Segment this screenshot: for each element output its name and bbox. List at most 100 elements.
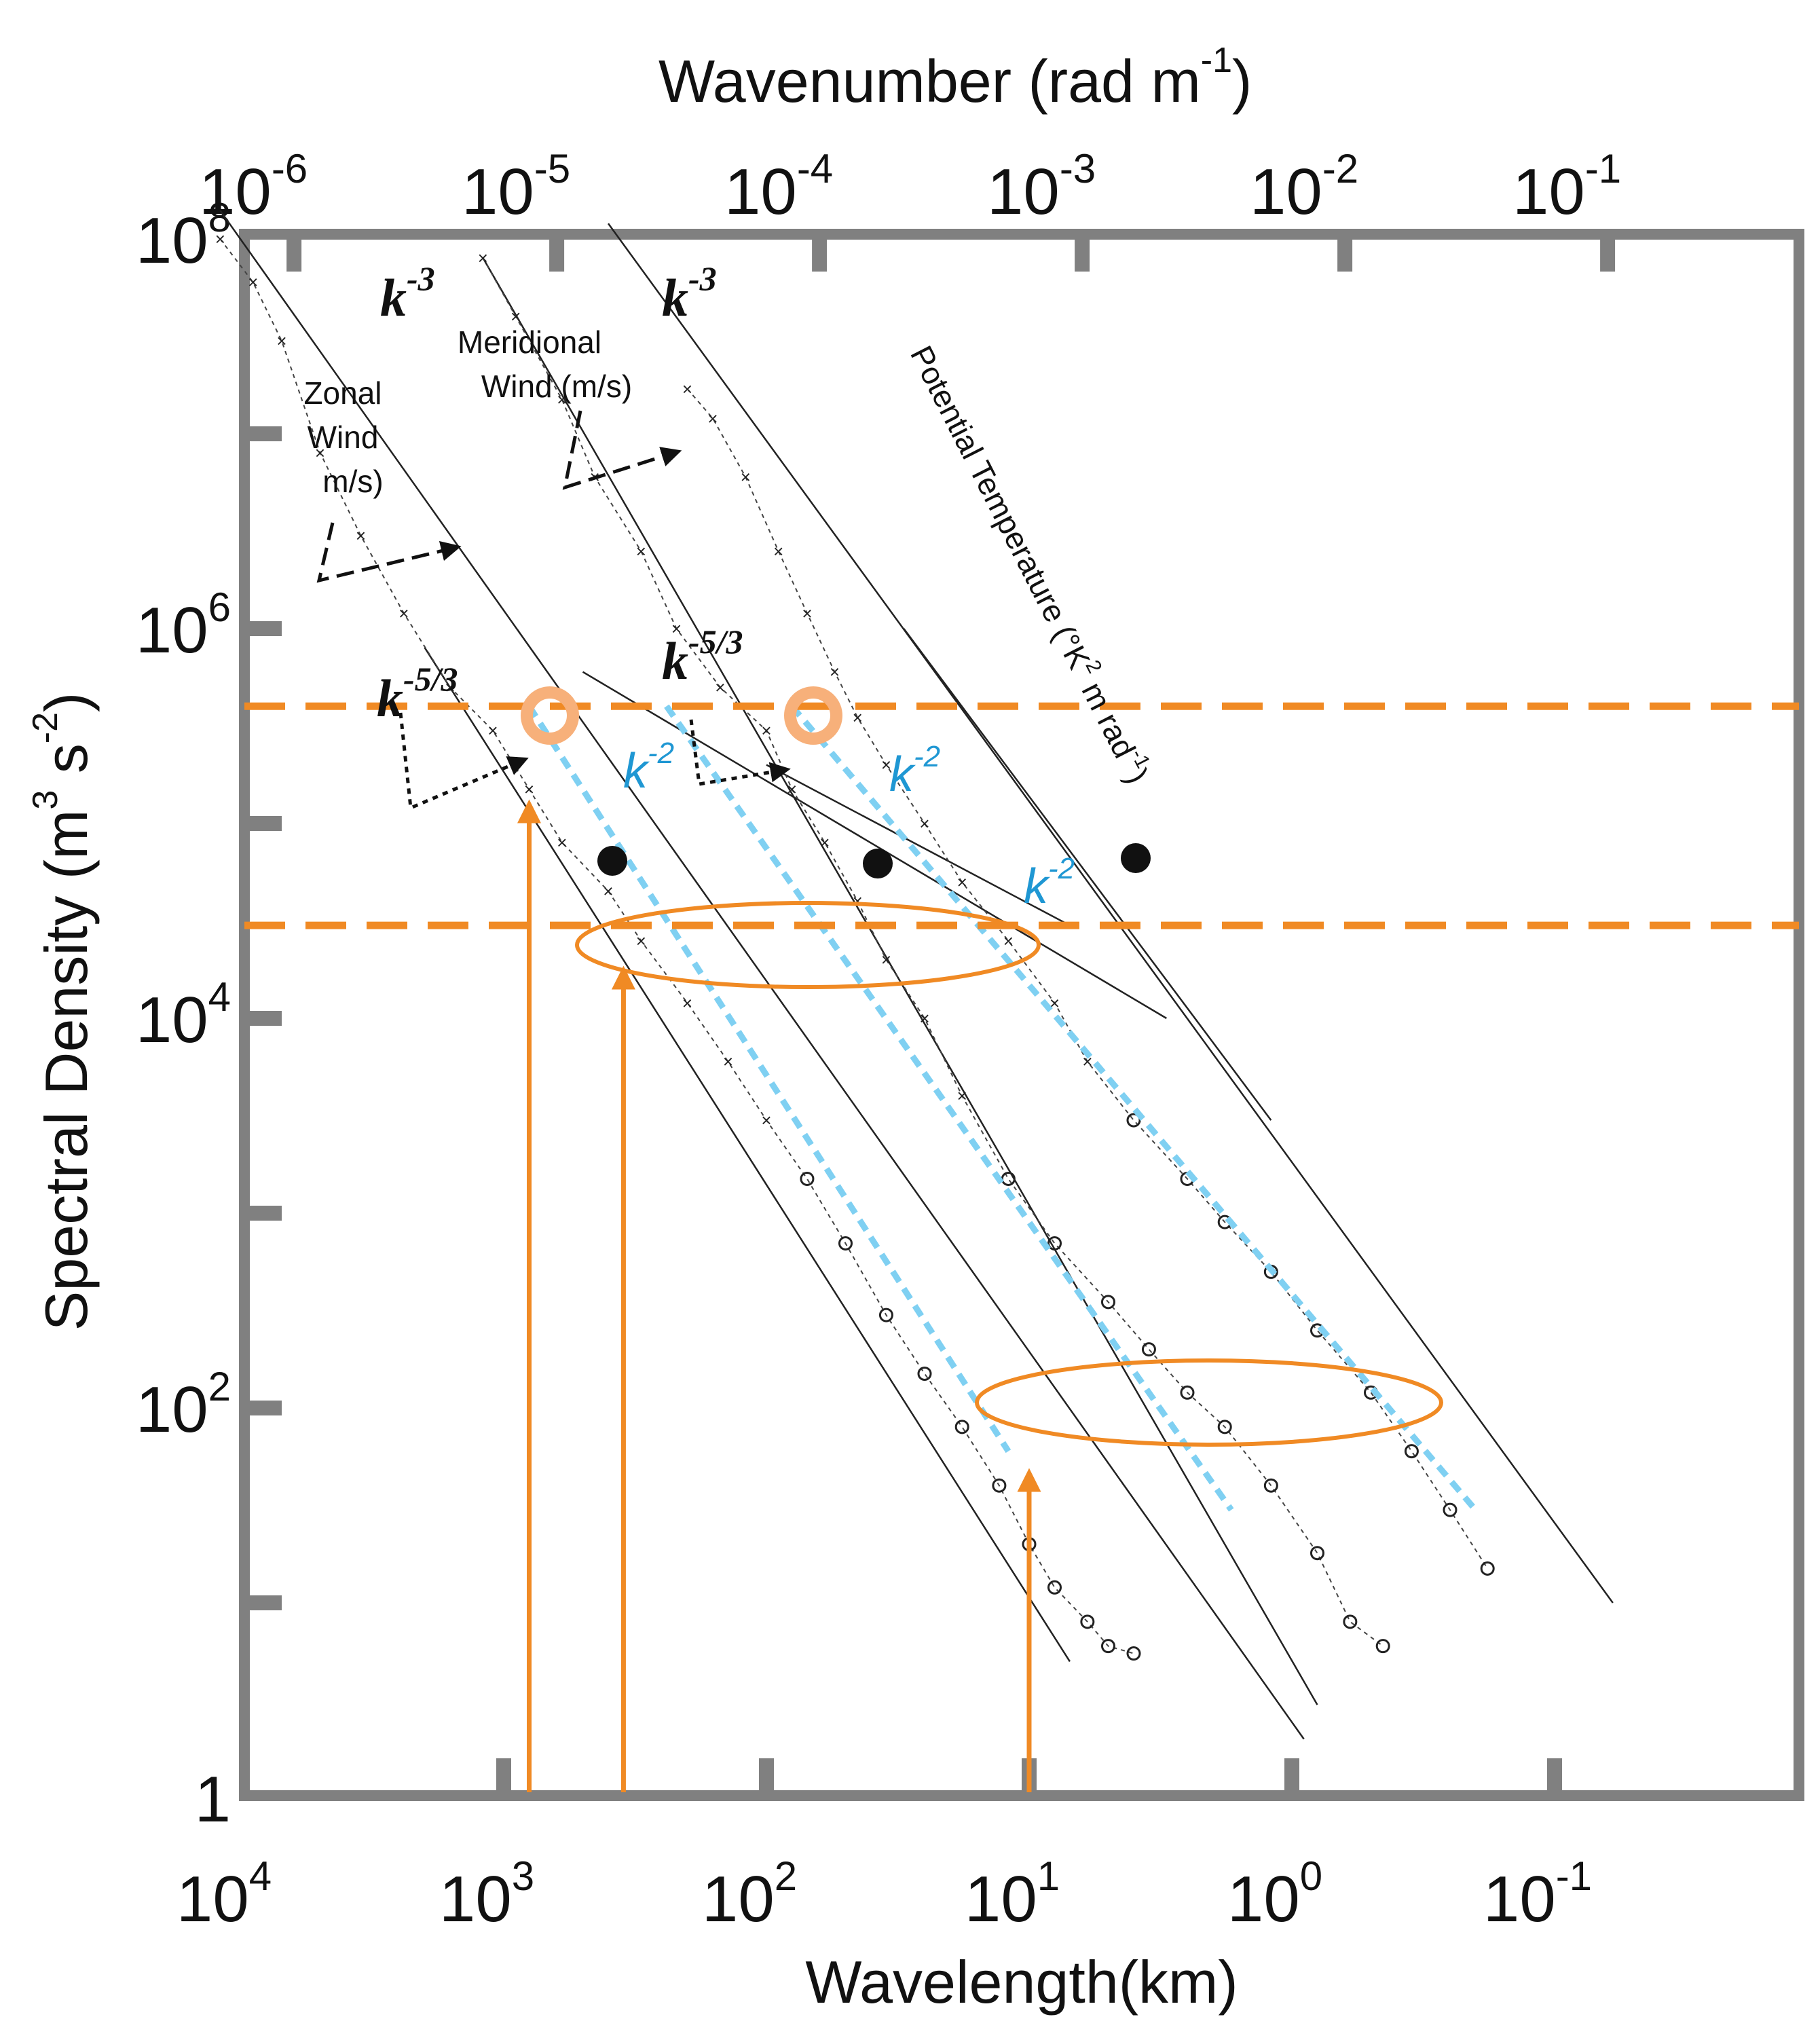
k2-dashed-fit xyxy=(526,704,1011,1453)
series-point-cross: × xyxy=(603,881,613,902)
svg-text:Zonal: Zonal xyxy=(303,375,382,411)
left-axis-title: Spectral Density (m3 s-2) xyxy=(26,692,100,1331)
svg-text:Wind (m/s): Wind (m/s) xyxy=(481,369,632,404)
series-line xyxy=(219,238,1134,1654)
series-line xyxy=(482,257,1383,1647)
k2-label-1: k-2 xyxy=(623,737,674,798)
series-point-cross: × xyxy=(707,408,718,428)
potential-temperature-label: Potential Temperature (°K2 m rad-1) xyxy=(904,338,1159,789)
fit-line xyxy=(219,210,1305,1740)
series-point-cross: × xyxy=(398,603,409,623)
series-point-cross: × xyxy=(557,832,567,853)
series-point-circle xyxy=(878,1308,893,1322)
series-point-cross: × xyxy=(671,618,682,639)
series-point-cross: × xyxy=(215,229,225,249)
series-layer: × × × × × × × × × × × × × × × × × × × × × × × × × × × × × × × × × × × × × × × ×… xyxy=(215,229,1495,1661)
series-point-circle xyxy=(1443,1502,1457,1517)
series-point-cross: × xyxy=(1050,993,1060,1013)
series-point-cross: × xyxy=(682,993,692,1013)
left-tick-label: 108 xyxy=(136,195,231,277)
series-point-circle xyxy=(1263,1478,1278,1493)
series-point-circle xyxy=(1480,1561,1495,1576)
series-point-cross: × xyxy=(853,707,863,728)
series-point-cross: × xyxy=(445,677,455,697)
fit-line xyxy=(903,628,1272,1121)
series-point-circle xyxy=(1080,1614,1095,1629)
series-point-cross: × xyxy=(881,755,891,775)
series-point-cross: × xyxy=(478,248,488,268)
k2-label-3: k-2 xyxy=(1024,852,1075,914)
k3-label-1: k-3 xyxy=(380,259,435,327)
series-point-circle xyxy=(1375,1639,1390,1654)
top-tick-label: 10-1 xyxy=(1512,146,1621,228)
bottom-tick-label: 103 xyxy=(439,1853,534,1935)
top-tick-label: 10-5 xyxy=(462,146,570,228)
bottom-tick-label: 101 xyxy=(965,1853,1060,1935)
series-point-circle xyxy=(1001,1171,1016,1186)
series-point-cross: × xyxy=(723,1052,733,1072)
series-point-circle xyxy=(1100,1639,1115,1654)
top-tick-label: 10-6 xyxy=(199,146,308,228)
orange-dashed-lines xyxy=(244,702,1799,929)
series-point-circle xyxy=(1126,1646,1141,1661)
bottom-axis-ticks: 104 103 102 101 100 10-1 xyxy=(177,1758,1592,1935)
left-tick-label: 106 xyxy=(136,585,231,667)
bottom-tick-label: 104 xyxy=(177,1853,272,1935)
series-point-circle xyxy=(1047,1580,1062,1595)
annotation-arrows xyxy=(316,410,791,811)
bottom-axis-title: Wavelength(km) xyxy=(805,1948,1238,2016)
series-point-cross: × xyxy=(853,891,863,911)
lower-ellipse xyxy=(975,1358,1443,1447)
series-point-cross: × xyxy=(1003,931,1014,951)
top-axis-ticks: 10-6 10-5 10-4 10-3 10-2 10-1 xyxy=(199,146,1621,272)
series-point-circle xyxy=(917,1366,932,1381)
bottom-tick-label: 102 xyxy=(702,1853,797,1935)
break-circle-1 xyxy=(521,686,579,745)
plot-frame xyxy=(239,229,1804,1801)
left-axis-ticks: 108 106 104 102 1 xyxy=(136,195,282,1836)
transition-dot-1 xyxy=(597,846,627,876)
k3-label-2: k-3 xyxy=(662,259,717,327)
series-point-cross: × xyxy=(276,331,286,351)
series-point-circle xyxy=(1126,1113,1141,1128)
top-tick-label: 10-4 xyxy=(724,146,833,228)
meridional-wind-label: Meridional Wind (m/s) xyxy=(458,325,632,404)
left-tick-label: 1 xyxy=(195,1763,231,1836)
series-point-cross: × xyxy=(487,720,498,741)
series-point-cross: × xyxy=(741,467,751,487)
series-point-cross: × xyxy=(830,662,840,682)
series-point-cross: × xyxy=(636,931,646,951)
top-axis-title: Wavenumber (rad m-1) xyxy=(658,41,1252,115)
series-point-cross: × xyxy=(510,306,521,327)
k53-label-1: k-5/3 xyxy=(377,660,458,728)
series-point-cross: × xyxy=(636,541,646,561)
series-point-circle xyxy=(838,1236,853,1251)
k-2-dashed-fits xyxy=(526,704,1478,1512)
series-point-cross: × xyxy=(802,603,812,623)
zonal-wind-label: Zonal Wind m/s) xyxy=(303,375,383,499)
left-tick-label: 104 xyxy=(136,974,231,1056)
series-point-cross: × xyxy=(315,443,325,463)
top-tick-label: 10-2 xyxy=(1250,146,1358,228)
svg-text:Wind: Wind xyxy=(308,420,379,455)
series-point-cross: × xyxy=(787,779,797,799)
transition-dot-2 xyxy=(863,849,893,878)
fit-line xyxy=(424,647,1071,1663)
series-point-circle xyxy=(1100,1295,1115,1310)
series-point-circle xyxy=(1047,1236,1062,1251)
series-point-cross: × xyxy=(248,272,258,293)
k53-label-2: k-5/3 xyxy=(662,623,743,690)
series-line xyxy=(686,388,1489,1570)
series-point-cross: × xyxy=(957,1086,967,1106)
k2-dashed-fit xyxy=(664,704,1234,1512)
fit-lines xyxy=(219,210,1614,1740)
series-point-circle xyxy=(1310,1546,1325,1561)
fit-line xyxy=(607,223,1614,1604)
series-point-cross: × xyxy=(919,1008,929,1029)
series-point-cross: × xyxy=(957,872,967,892)
zonal-arrow xyxy=(316,522,462,583)
bottom-tick-label: 100 xyxy=(1227,1853,1322,1935)
transition-dot-3 xyxy=(1121,843,1151,873)
series-point-cross: × xyxy=(761,720,771,741)
